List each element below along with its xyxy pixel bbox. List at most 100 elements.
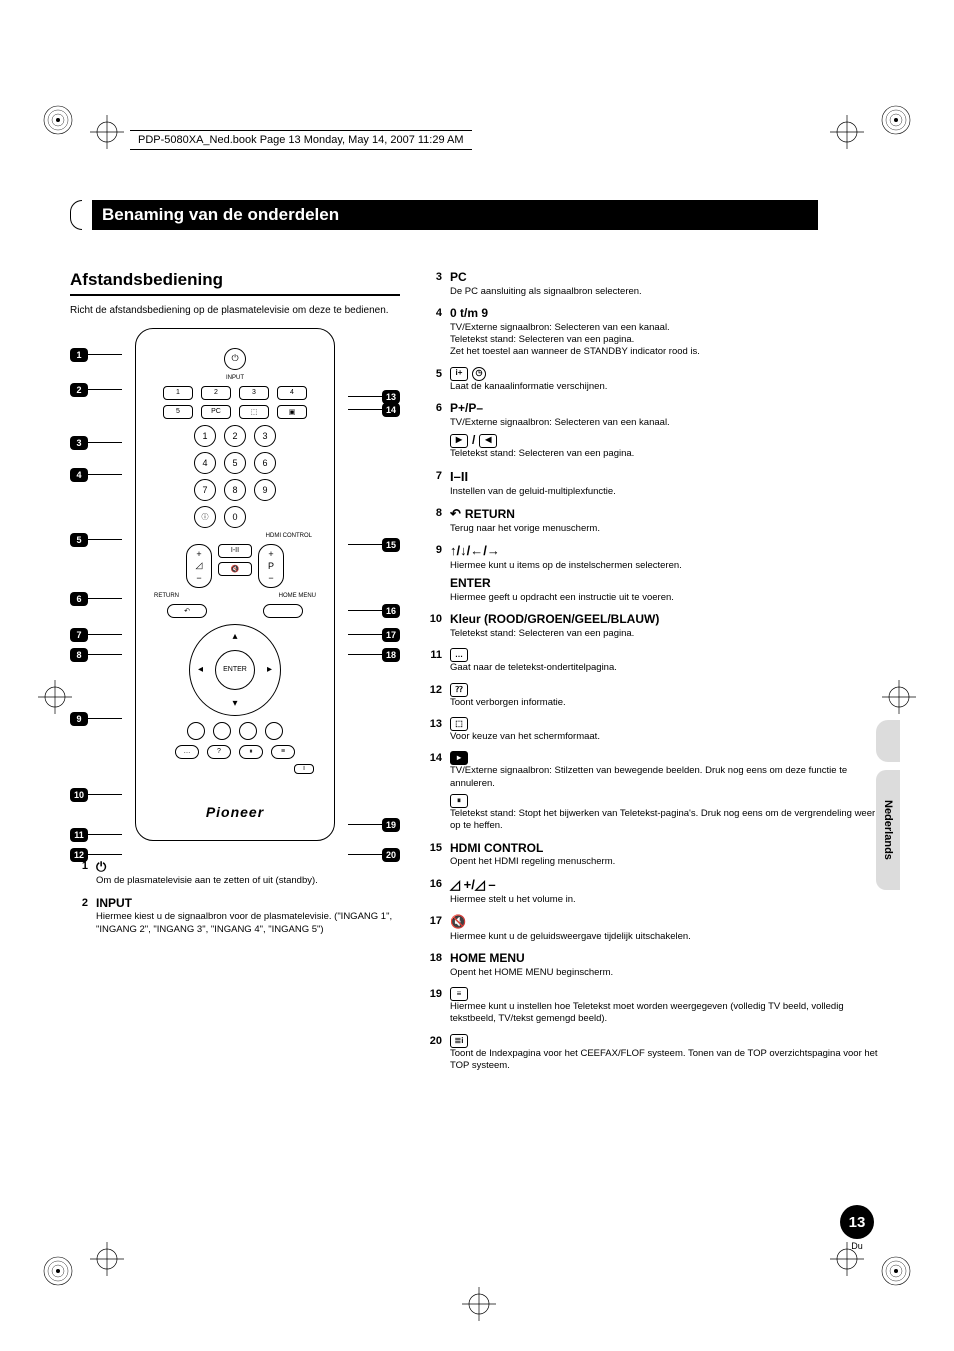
- def-number: 16: [424, 877, 442, 906]
- callout-12: 12: [70, 848, 122, 862]
- def-title: ◿ +/◿ –: [450, 877, 884, 894]
- arrow-up-icon: ▴: [232, 631, 237, 642]
- callout-15: 15: [348, 538, 400, 552]
- page-number: 13 Du: [840, 1205, 874, 1251]
- color-green-button: [213, 722, 231, 740]
- def-item-16: 16 ◿ +/◿ –Hiermee stelt u het volume in.: [424, 877, 884, 906]
- color-yellow-button: [239, 722, 257, 740]
- def-title: ≣i: [450, 1034, 884, 1048]
- chapter-header: Benaming van de onderdelen 04: [70, 200, 884, 230]
- hold-icon: ⏸: [450, 794, 468, 808]
- def-number: 13: [424, 717, 442, 743]
- section-heading: Afstandsbediening: [70, 270, 400, 296]
- digit-4: 4: [194, 452, 216, 474]
- def-number: 19: [424, 987, 442, 1026]
- input-label: INPUT: [148, 375, 322, 381]
- def-desc: Hiermee kiest u de signaalbron voor de p…: [96, 911, 400, 936]
- def-title: 0 t/m 9: [450, 306, 884, 322]
- def-number: 15: [424, 841, 442, 869]
- def-sub-desc: Teletekst stand: Selecteren van een pagi…: [450, 448, 884, 460]
- teletext-button-icon: ≡: [271, 745, 295, 759]
- callout-13: 13: [348, 390, 400, 404]
- color-red-button: [187, 722, 205, 740]
- digit-9: 9: [254, 479, 276, 501]
- def-number: 1: [70, 859, 88, 888]
- def-number: 7: [424, 469, 442, 498]
- register-ring-icon: [876, 1251, 916, 1291]
- def-desc: Hiermee stelt u het volume in.: [450, 894, 884, 906]
- callout-16: 16: [348, 604, 400, 618]
- crop-mark-icon: [830, 115, 864, 149]
- def-number: 8: [424, 506, 442, 535]
- hdmi-control-label: HDMI CONTROL: [148, 533, 322, 539]
- def-title: i+ ◷: [450, 367, 884, 381]
- def-desc: Teletekst stand: Selecteren van een pagi…: [450, 628, 884, 640]
- def-desc: Voor keuze van het schermformaat.: [450, 731, 884, 743]
- hold-button-icon: ⏸: [239, 745, 263, 759]
- def-title: HOME MENU: [450, 951, 884, 967]
- def-sub-desc: Hiermee geeft u opdracht een instructie …: [450, 592, 884, 604]
- def-title: ⬚: [450, 717, 884, 731]
- def-number: 10: [424, 612, 442, 640]
- register-ring-icon: [876, 100, 916, 140]
- chapter-title: Benaming van de onderdelen: [102, 205, 339, 225]
- def-item-12: 12⁇Toont verborgen informatie.: [424, 683, 884, 709]
- freeze-button-icon: ▣: [277, 405, 307, 419]
- page-next-icon: ▶: [450, 434, 468, 448]
- def-desc: Instellen van de geluid-multiplexfunctie…: [450, 486, 884, 498]
- index-button-icon: i: [294, 764, 314, 774]
- callout-19: 19: [348, 818, 400, 832]
- reveal-icon: ⁇: [450, 683, 468, 697]
- def-title: Kleur (ROOD/GROEN/GEEL/BLAUW): [450, 612, 884, 628]
- reveal-button-icon: ?: [207, 745, 231, 759]
- language-side-tab: Nederlands: [876, 770, 900, 890]
- callout-17: 17: [348, 628, 400, 642]
- digit-7: 7: [194, 479, 216, 501]
- def-desc: Toont de Indexpagina voor het CEEFAX/FLO…: [450, 1048, 884, 1073]
- def-item-10: 10 Kleur (ROOD/GROEN/GEEL/BLAUW)Teletekst…: [424, 612, 884, 640]
- def-item-15: 15HDMI CONTROLOpent het HDMI regeling me…: [424, 841, 884, 869]
- digit-6: 6: [254, 452, 276, 474]
- def-item-20: 20≣iToont de Indexpagina voor het CEEFAX…: [424, 1034, 884, 1073]
- callout-6: 6: [70, 592, 122, 606]
- def-item-13: 13 ⬚Voor keuze van het schermformaat.: [424, 717, 884, 743]
- digit-2: 2: [224, 425, 246, 447]
- def-number: 18: [424, 951, 442, 979]
- def-title: ≡: [450, 987, 884, 1001]
- def-title: P+/P–: [450, 401, 884, 417]
- def-desc: Terug naar het vorige menuscherm.: [450, 523, 884, 535]
- callout-3: 3: [70, 436, 122, 450]
- power-button-icon: ⏻: [224, 348, 246, 370]
- def-desc: Hiermee kunt u items op de instelscherme…: [450, 560, 884, 572]
- def-desc: Opent het HOME MENU beginscherm.: [450, 967, 884, 979]
- def-item-3: 3PCDe PC aansluiting als signaalbron sel…: [424, 270, 884, 298]
- def-title: ⁇: [450, 683, 884, 697]
- mute-icon: 🔇: [450, 914, 466, 931]
- audio-mode-button-icon: I-II: [218, 544, 252, 558]
- side-tab-stub: [876, 720, 900, 762]
- section-intro: Richt de afstandsbediening op de plasmat…: [70, 304, 400, 318]
- def-title: …: [450, 648, 884, 662]
- input-1-button: 1: [163, 386, 193, 400]
- def-number: 2: [70, 896, 88, 936]
- def-desc: Laat de kanaalinformatie verschijnen.: [450, 381, 884, 393]
- arrow-down-icon: ▾: [232, 698, 237, 709]
- screen-size-icon: ⬚: [450, 717, 468, 731]
- remote-body: ⏻ INPUT 1 2 3 4 5 PC ⬚ ▣ 1: [135, 328, 335, 841]
- input-4-button: 4: [277, 386, 307, 400]
- def-number: 6: [424, 401, 442, 461]
- def-item-1: 1⏻Om de plasmatelevisie aan te zetten of…: [70, 859, 400, 888]
- def-number: 11: [424, 648, 442, 674]
- def-item-8: 8↶ RETURNTerug naar het vorige menuscher…: [424, 506, 884, 535]
- screensize-button-icon: ⬚: [239, 405, 269, 419]
- def-item-17: 17🔇Hiermee kunt u de geluidsweergave tij…: [424, 914, 884, 943]
- def-number: 17: [424, 914, 442, 943]
- language-side-tab-label: Nederlands: [882, 800, 894, 860]
- digit-5: 5: [224, 452, 246, 474]
- def-item-9: 9↑/↓/←/→Hiermee kunt u items op de inste…: [424, 543, 884, 604]
- return-label: RETURN: [154, 593, 179, 599]
- return-icon: ↶: [450, 506, 461, 523]
- arrow-left-icon: ◂: [198, 664, 203, 675]
- def-title: PC: [450, 270, 884, 286]
- def-item-4: 40 t/m 9TV/Externe signaalbron: Selecter…: [424, 306, 884, 359]
